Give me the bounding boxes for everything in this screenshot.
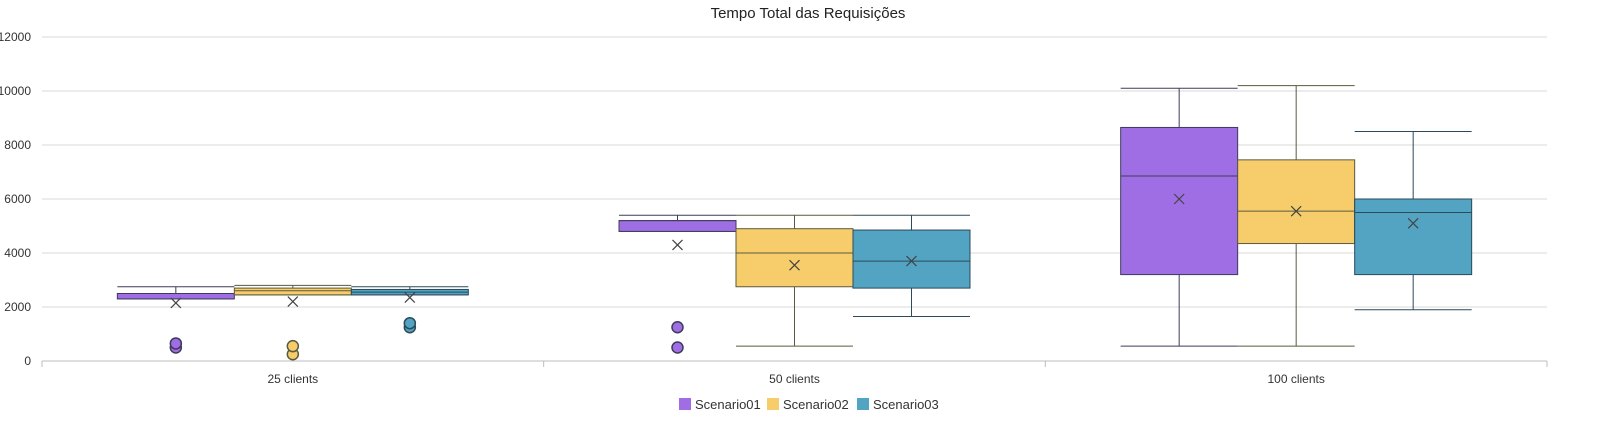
y-tick-label: 2000	[4, 300, 31, 314]
box-scenario01-1[interactable]	[116, 286, 235, 354]
box-scenario01-2[interactable]	[618, 214, 737, 354]
box-scenario03-1[interactable]	[350, 286, 469, 334]
outlier-point	[169, 337, 183, 350]
y-tick-label: 10000	[0, 84, 31, 98]
legend-swatch	[857, 398, 869, 410]
legend-swatch	[679, 398, 691, 410]
legend-label: Scenario01	[695, 397, 761, 412]
x-category-label: 50 clients	[769, 372, 820, 386]
box-body	[233, 287, 352, 296]
box-scenario02-3[interactable]	[1237, 85, 1356, 347]
legend-item-scenario01[interactable]: Scenario01	[679, 397, 761, 412]
mean-marker	[287, 296, 299, 308]
box-body	[852, 229, 971, 289]
y-tick-label: 4000	[4, 246, 31, 260]
mean-marker	[672, 239, 683, 251]
mean-marker	[404, 292, 416, 303]
legend-item-scenario02[interactable]: Scenario02	[767, 397, 849, 412]
mean-marker	[170, 297, 182, 309]
legend-item-scenario03[interactable]: Scenario03	[857, 397, 939, 412]
box-scenario02-1[interactable]	[233, 284, 352, 361]
outlier-point	[286, 339, 300, 353]
box-body	[735, 228, 854, 288]
legend[interactable]: Scenario01 Scenario02 Scenario03	[679, 397, 939, 412]
box-body	[1120, 126, 1239, 276]
y-tick-label: 6000	[4, 192, 31, 206]
chart-title: Tempo Total das Requisições	[711, 5, 906, 22]
box-scenario03-3[interactable]	[1354, 131, 1473, 311]
mean-marker	[906, 255, 917, 267]
mean-marker	[1407, 217, 1419, 229]
mean-marker	[789, 259, 800, 271]
y-axis-tick-labels: 0 2000 4000 6000 8000 10000 12000	[0, 30, 31, 368]
box-scenario03-2[interactable]	[852, 214, 971, 317]
x-axis: 25 clients 50 clients 100 clients	[41, 360, 1548, 386]
box-series	[116, 85, 1473, 361]
y-tick-label: 8000	[4, 138, 31, 152]
box-scenario01-3[interactable]	[1120, 87, 1239, 347]
box-scenario02-2[interactable]	[735, 214, 854, 347]
box-body	[618, 220, 737, 232]
box-body	[1237, 159, 1356, 245]
box-body	[1354, 198, 1473, 276]
x-category-label: 100 clients	[1267, 372, 1324, 386]
y-tick-label: 12000	[0, 30, 31, 44]
outlier-point	[671, 321, 684, 334]
legend-swatch	[767, 398, 779, 410]
mean-marker	[1290, 205, 1302, 217]
outlier-point	[403, 316, 417, 330]
outlier-point	[671, 341, 684, 354]
box-body	[116, 293, 235, 300]
mean-marker	[1173, 193, 1185, 205]
legend-label: Scenario03	[873, 397, 939, 412]
x-category-label: 25 clients	[267, 372, 318, 386]
y-tick-label: 0	[24, 354, 31, 368]
legend-label: Scenario02	[783, 397, 849, 412]
